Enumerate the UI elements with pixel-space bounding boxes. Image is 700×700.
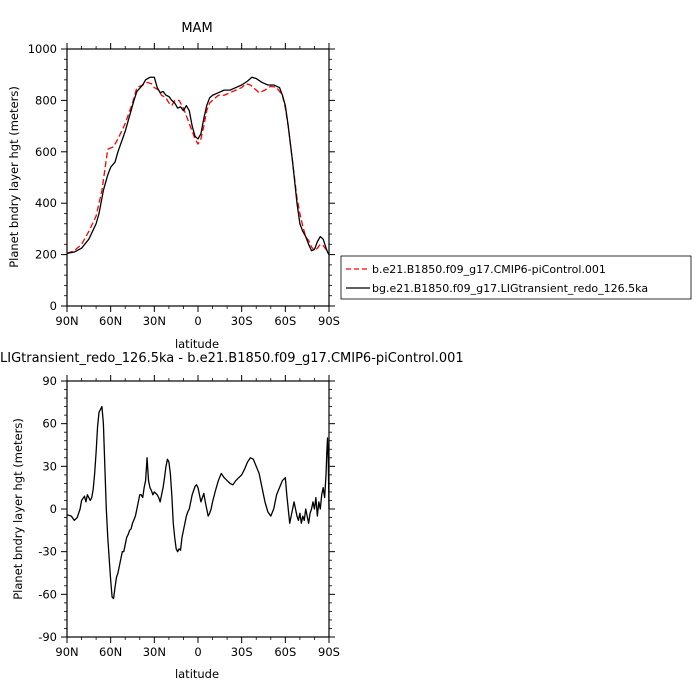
x-tick-label: 90N — [55, 314, 78, 328]
y-tick-label: 0 — [50, 299, 57, 313]
y-tick-label: 200 — [35, 248, 57, 262]
bottom-panel-frame — [66, 380, 330, 638]
bottom-panel-lines — [66, 405, 330, 600]
top-panel-y-axis-label: Planet bndry layer hgt (meters) — [7, 86, 21, 268]
y-tick-label: -60 — [38, 587, 57, 601]
bottom-panel: LIGtransient_redo_126.5ka - b.e21.B1850.… — [0, 351, 464, 681]
legend-label-control: b.e21.B1850.f09_g17.CMIP6-piControl.001 — [372, 263, 606, 276]
top-panel-lines — [66, 76, 330, 255]
y-tick-label: 90 — [42, 374, 57, 388]
y-tick-label: -90 — [38, 630, 57, 644]
top-panel-frame — [66, 48, 330, 307]
legend-box — [340, 255, 692, 300]
x-tick-label: 30S — [231, 645, 253, 659]
series-line-difference — [66, 405, 330, 600]
y-tick-label: 30 — [42, 459, 57, 473]
bottom-panel-y-axis-label: Planet bndry layer hgt (meters) — [11, 418, 25, 600]
x-tick-label: 0 — [194, 645, 201, 659]
x-tick-label: 90S — [318, 645, 340, 659]
y-tick-label: 0 — [50, 502, 57, 516]
x-tick-label: 30N — [143, 314, 166, 328]
bottom-panel-ticks: -90 -60 -30 0 30 60 90 90N 60N 30N 0 30S 60S 90S — [38, 374, 340, 659]
top-panel: MAM Planet bndry layer hgt (meters) 0 200… — [7, 21, 340, 351]
x-tick-label: 30N — [143, 645, 166, 659]
x-tick-label: 0 — [194, 314, 201, 328]
y-tick-label: 60 — [42, 417, 57, 431]
top-panel-title: MAM — [181, 21, 212, 36]
y-tick-label: 1000 — [28, 42, 57, 56]
x-tick-label: 90N — [55, 645, 78, 659]
y-tick-label: 800 — [35, 93, 57, 107]
x-tick-label: 30S — [231, 314, 253, 328]
legend-label-lig: bg.e21.B1850.f09_g17.LIGtransient_redo_1… — [372, 282, 648, 295]
x-tick-label: 60S — [274, 645, 296, 659]
x-tick-label: 60N — [99, 314, 122, 328]
series-line-lig — [66, 76, 330, 255]
x-tick-label: 90S — [318, 314, 340, 328]
y-tick-label: 600 — [35, 145, 57, 159]
series-line-control — [66, 81, 330, 255]
top-panel-x-axis-label: latitude — [175, 337, 219, 351]
top-panel-ticks: 0 200 400 600 800 1000 90N 60N 30N 0 30S 60S 90S — [28, 42, 340, 328]
x-tick-label: 60S — [274, 314, 296, 328]
y-tick-label: 400 — [35, 196, 57, 210]
legend: b.e21.B1850.f09_g17.CMIP6-piControl.001 … — [340, 255, 692, 300]
y-tick-label: -30 — [38, 545, 57, 559]
bottom-panel-title: LIGtransient_redo_126.5ka - b.e21.B1850.… — [0, 351, 464, 366]
bottom-panel-x-axis-label: latitude — [175, 667, 219, 681]
x-tick-label: 60N — [99, 645, 122, 659]
